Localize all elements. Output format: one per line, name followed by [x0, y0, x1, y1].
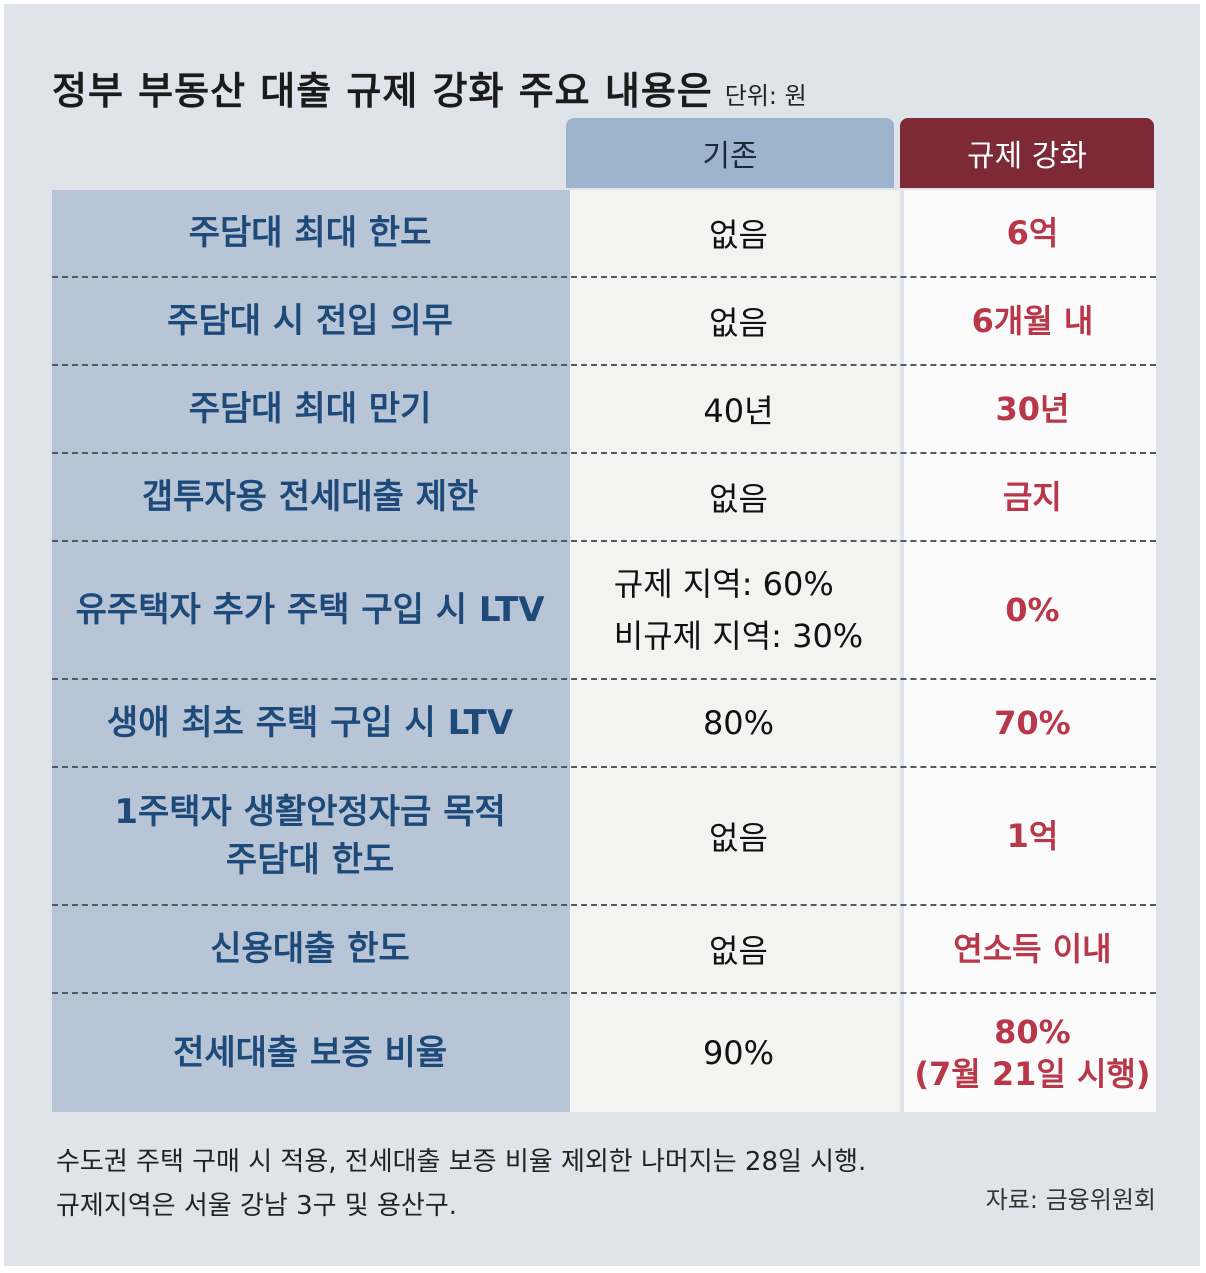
column-header-after: 규제 강화	[900, 118, 1154, 188]
footnote-line: 규제지역은 서울 강남 3구 및 용산구.	[56, 1191, 458, 1221]
after-value: 금지	[1002, 478, 1062, 516]
title-area: 정부 부동산 대출 규제 강화 주요 내용은 단위: 원	[52, 60, 807, 115]
row-label: 갭투자용 전세대출 제한	[141, 477, 479, 517]
table-row: 갭투자용 전세대출 제한 없음 금지	[52, 454, 1156, 542]
table-row: 생애 최초 주택 구입 시 LTV 80% 70%	[52, 680, 1156, 768]
before-value-line: 비규제 지역: 30%	[613, 617, 864, 655]
unit-label: 단위: 원	[724, 82, 807, 110]
after-value: 6억	[1006, 214, 1059, 252]
before-value: 없음	[709, 480, 768, 518]
before-value: 90%	[702, 1034, 775, 1072]
column-header-before: 기존	[566, 118, 894, 188]
before-value: 규제 지역: 60% 비규제 지역: 30%	[572, 542, 905, 678]
table-row: 전세대출 보증 비율 90% 80% (7월 21일 시행)	[52, 994, 1156, 1112]
after-value: 0%	[1005, 591, 1060, 629]
row-label: 주담대 시 전입 의무	[167, 301, 453, 341]
table-row: 신용대출 한도 없음 연소득 이내	[52, 906, 1156, 994]
row-label: 전세대출 보증 비율	[173, 1033, 448, 1073]
row-label: 유주택자 추가 주택 구입 시 LTV	[75, 590, 545, 630]
label-column-background	[52, 190, 572, 1112]
before-value: 80%	[702, 704, 775, 742]
after-value: 6개월 내	[971, 302, 1094, 340]
before-value: 없음	[709, 819, 768, 857]
after-value: 80% (7월 21일 시행)	[909, 994, 1156, 1112]
before-column-background	[570, 190, 900, 1112]
footnote-line: 수도권 주택 구매 시 적용, 전세대출 보증 비율 제외한 나머지는 28일 …	[56, 1147, 867, 1177]
page-title: 정부 부동산 대출 규제 강화 주요 내용은	[52, 69, 713, 113]
table-row: 주담대 최대 한도 없음 6억	[52, 190, 1156, 278]
before-value: 없음	[709, 216, 768, 254]
after-value: 70%	[994, 704, 1071, 742]
source-credit: 자료: 금융위원회	[985, 1186, 1156, 1214]
after-value-line: 80%	[994, 1013, 1071, 1051]
row-label: 신용대출 한도	[210, 929, 410, 969]
footnote: 수도권 주택 구매 시 적용, 전세대출 보증 비율 제외한 나머지는 28일 …	[56, 1140, 866, 1228]
table-row: 유주택자 추가 주택 구입 시 LTV 규제 지역: 60% 비규제 지역: 3…	[52, 542, 1156, 680]
table-row: 주담대 시 전입 의무 없음 6개월 내	[52, 278, 1156, 366]
before-value: 없음	[709, 932, 768, 970]
before-value: 없음	[709, 304, 768, 342]
row-label-line: 주담대 한도	[225, 840, 395, 880]
before-value-line: 규제 지역: 60%	[613, 565, 834, 603]
after-value: 1억	[1006, 817, 1059, 855]
after-value-line: (7월 21일 시행)	[914, 1055, 1151, 1093]
row-label: 주담대 최대 만기	[188, 389, 432, 429]
after-value: 연소득 이내	[953, 930, 1112, 968]
after-value: 30년	[995, 390, 1070, 428]
before-value: 40년	[703, 392, 774, 430]
table-row: 1주택자 생활안정자금 목적 주담대 한도 없음 1억	[52, 768, 1156, 906]
row-label: 생애 최초 주택 구입 시 LTV	[106, 703, 514, 743]
table-row: 주담대 최대 만기 40년 30년	[52, 366, 1156, 454]
row-label: 1주택자 생활안정자금 목적 주담대 한도	[52, 768, 568, 904]
after-column-background	[904, 190, 1156, 1112]
row-label-line: 1주택자 생활안정자금 목적	[114, 792, 506, 832]
row-label: 주담대 최대 한도	[188, 213, 432, 253]
